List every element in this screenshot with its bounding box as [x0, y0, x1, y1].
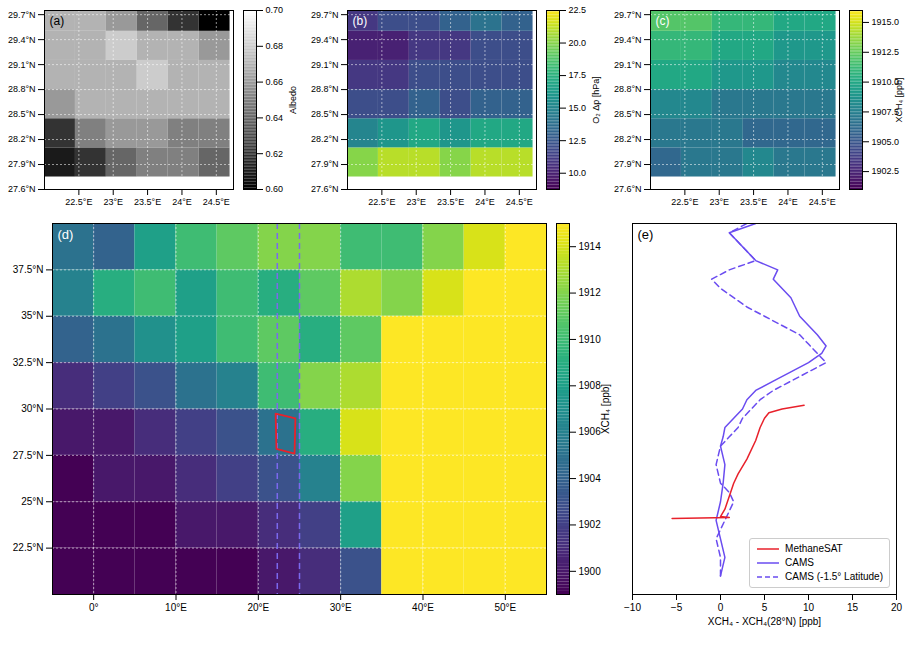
svg-text:(c): (c)	[656, 14, 670, 28]
svg-text:29.4°N: 29.4°N	[8, 35, 36, 45]
svg-text:35°N: 35°N	[21, 310, 43, 321]
svg-text:1912: 1912	[579, 287, 602, 298]
svg-text:1902: 1902	[579, 519, 602, 530]
svg-text:50°E: 50°E	[494, 602, 516, 613]
svg-text:−5: −5	[671, 602, 683, 613]
svg-text:24.5°E: 24.5°E	[809, 197, 836, 207]
svg-text:0.62: 0.62	[266, 149, 284, 159]
svg-text:27.5°N: 27.5°N	[13, 450, 44, 461]
svg-text:1910.0: 1910.0	[871, 77, 899, 87]
svg-text:1914: 1914	[579, 241, 602, 252]
svg-text:0.60: 0.60	[266, 184, 284, 194]
svg-text:29.7°N: 29.7°N	[311, 10, 339, 20]
svg-text:27.9°N: 27.9°N	[8, 159, 36, 169]
svg-text:28.8°N: 28.8°N	[614, 84, 642, 94]
svg-text:(e): (e)	[638, 227, 654, 242]
svg-text:20°E: 20°E	[247, 602, 269, 613]
svg-text:10: 10	[803, 602, 815, 613]
svg-text:1900: 1900	[579, 566, 602, 577]
svg-text:10.0: 10.0	[569, 168, 587, 178]
svg-text:29.7°N: 29.7°N	[8, 10, 36, 20]
svg-text:1907.5: 1907.5	[871, 106, 899, 117]
svg-text:28.5°N: 28.5°N	[311, 109, 339, 119]
svg-text:29.1°N: 29.1°N	[614, 59, 642, 69]
html-text:CAMS: CAMS	[785, 557, 814, 568]
svg-text:28.2°N: 28.2°N	[311, 134, 339, 144]
svg-text:17.5: 17.5	[569, 70, 587, 80]
svg-text:5: 5	[762, 602, 768, 613]
svg-text:XCH₄ [ppb]: XCH₄ [ppb]	[600, 384, 611, 434]
svg-text:24°E: 24°E	[778, 197, 798, 207]
svg-text:(a): (a)	[50, 14, 65, 28]
svg-text:1915.0: 1915.0	[872, 17, 900, 27]
svg-text:24.5°E: 24.5°E	[203, 197, 230, 207]
svg-text:32.5°N: 32.5°N	[13, 357, 44, 368]
svg-text:O₂ Δp [hPa]: O₂ Δp [hPa]	[591, 76, 601, 124]
svg-text:Albedo: Albedo	[288, 86, 298, 114]
svg-text:1902.5: 1902.5	[872, 166, 900, 176]
svg-text:24°E: 24°E	[475, 197, 495, 207]
svg-text:29.1°N: 29.1°N	[311, 59, 339, 69]
svg-text:(d): (d)	[58, 227, 74, 242]
svg-text:1904: 1904	[579, 473, 602, 484]
svg-text:0.70: 0.70	[266, 5, 284, 15]
svg-text:28.2°N: 28.2°N	[8, 134, 36, 144]
svg-text:1908: 1908	[579, 380, 602, 391]
svg-text:24°E: 24°E	[172, 197, 192, 207]
svg-text:27.9°N: 27.9°N	[311, 159, 339, 169]
svg-text:23.5°E: 23.5°E	[134, 197, 161, 207]
svg-text:1906: 1906	[579, 426, 602, 437]
svg-text:28.2°N: 28.2°N	[614, 134, 642, 144]
svg-text:22.5°E: 22.5°E	[65, 197, 92, 207]
svg-text:23°E: 23°E	[709, 197, 729, 207]
svg-text:28.5°N: 28.5°N	[614, 109, 642, 119]
svg-text:22.5: 22.5	[569, 5, 587, 15]
svg-text:29.4°N: 29.4°N	[614, 35, 642, 45]
svg-text:23.5°E: 23.5°E	[437, 197, 464, 207]
svg-text:22.5°E: 22.5°E	[671, 197, 698, 207]
svg-text:37.5°N: 37.5°N	[13, 264, 44, 275]
svg-text:(b): (b)	[353, 14, 368, 28]
svg-text:0°: 0°	[89, 602, 99, 613]
html-text:MethaneSAT: MethaneSAT	[785, 543, 843, 554]
svg-text:28.5°N: 28.5°N	[8, 109, 36, 119]
svg-text:29.4°N: 29.4°N	[311, 35, 339, 45]
svg-text:10°E: 10°E	[165, 602, 187, 613]
svg-text:0.66: 0.66	[266, 77, 284, 87]
svg-text:29.1°N: 29.1°N	[8, 59, 36, 69]
svg-text:20.0: 20.0	[569, 38, 587, 48]
svg-text:27.6°N: 27.6°N	[8, 184, 36, 194]
svg-text:27.9°N: 27.9°N	[614, 159, 642, 169]
svg-text:28.8°N: 28.8°N	[8, 84, 36, 94]
svg-text:15: 15	[847, 602, 859, 613]
svg-text:27.6°N: 27.6°N	[614, 184, 642, 194]
svg-text:15.0: 15.0	[569, 103, 587, 113]
svg-text:22.5°N: 22.5°N	[13, 542, 44, 553]
svg-text:23.5°E: 23.5°E	[740, 197, 767, 207]
svg-text:27.6°N: 27.6°N	[311, 184, 339, 194]
svg-text:30°N: 30°N	[21, 403, 43, 414]
svg-text:XCH₄ - XCH₄(28°N) [ppb]: XCH₄ - XCH₄(28°N) [ppb]	[708, 616, 822, 627]
svg-text:0.64: 0.64	[266, 113, 284, 123]
svg-text:20: 20	[891, 602, 903, 613]
svg-text:−10: −10	[624, 602, 641, 613]
svg-text:28.8°N: 28.8°N	[311, 84, 339, 94]
svg-text:XCH₄ [ppb]: XCH₄ [ppb]	[894, 77, 904, 122]
svg-text:25°N: 25°N	[21, 496, 43, 507]
svg-text:24.5°E: 24.5°E	[506, 197, 533, 207]
svg-text:0.68: 0.68	[266, 41, 284, 51]
svg-text:1912.5: 1912.5	[872, 47, 900, 57]
svg-text:12.5: 12.5	[569, 136, 587, 146]
svg-text:29.7°N: 29.7°N	[614, 10, 642, 20]
svg-text:23°E: 23°E	[103, 197, 123, 207]
svg-text:22.5°E: 22.5°E	[368, 197, 395, 207]
svg-text:40°E: 40°E	[412, 602, 434, 613]
html-text:CAMS (-1.5° Latitude): CAMS (-1.5° Latitude)	[785, 571, 883, 582]
svg-text:0: 0	[718, 602, 724, 613]
svg-text:1905.0: 1905.0	[872, 137, 900, 147]
svg-text:1910: 1910	[579, 334, 602, 345]
svg-text:30°E: 30°E	[330, 602, 352, 613]
svg-text:23°E: 23°E	[406, 197, 426, 207]
